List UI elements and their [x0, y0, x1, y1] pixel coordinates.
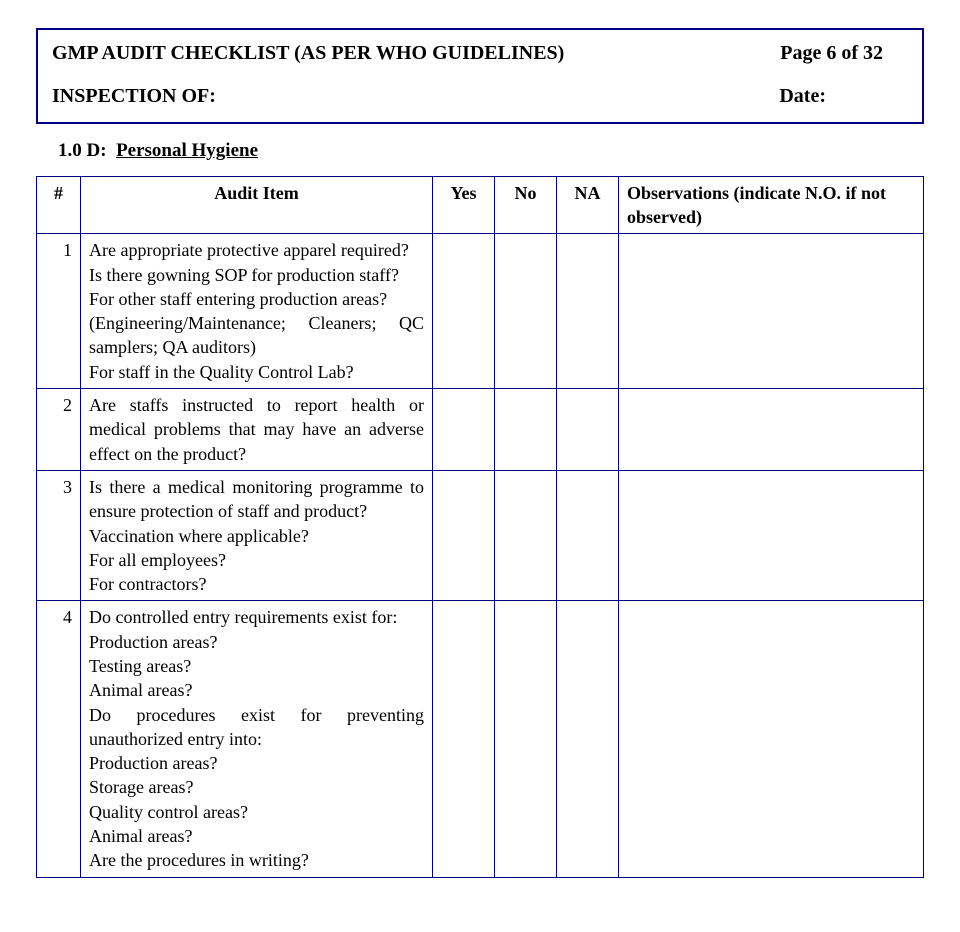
table-row: 1Are appropriate protective apparel requ…: [37, 234, 924, 389]
cell-no[interactable]: [495, 234, 557, 389]
header-row-2: INSPECTION OF: Date:: [52, 83, 908, 110]
cell-na[interactable]: [557, 601, 619, 877]
audit-item-text: Are staffs instructed to report health o…: [81, 389, 433, 471]
cell-yes[interactable]: [433, 234, 495, 389]
section-number: 1.0 D:: [58, 140, 107, 161]
cell-obs[interactable]: [619, 470, 924, 600]
section-title: 1.0 D: Personal Hygiene: [58, 138, 924, 164]
row-number: 4: [37, 601, 81, 877]
col-obs-header: Observations (indicate N.O. if not obser…: [619, 176, 924, 234]
audit-item-text: Are appropriate protective apparel requi…: [81, 234, 433, 389]
section-label: Personal Hygiene: [116, 140, 258, 161]
row-number: 2: [37, 389, 81, 471]
audit-item-text: Is there a medical monitoring programme …: [81, 470, 433, 600]
table-row: 4Do controlled entry requirements exist …: [37, 601, 924, 877]
inspection-label: INSPECTION OF:: [52, 83, 216, 110]
cell-obs[interactable]: [619, 234, 924, 389]
row-number: 1: [37, 234, 81, 389]
col-no-header: No: [495, 176, 557, 234]
cell-no[interactable]: [495, 389, 557, 471]
table-row: 3Is there a medical monitoring programme…: [37, 470, 924, 600]
table-row: 2Are staffs instructed to report health …: [37, 389, 924, 471]
col-item-header: Audit Item: [81, 176, 433, 234]
doc-title: GMP AUDIT CHECKLIST (AS PER WHO GUIDELIN…: [52, 40, 564, 67]
cell-yes[interactable]: [433, 389, 495, 471]
col-na-header: NA: [557, 176, 619, 234]
col-yes-header: Yes: [433, 176, 495, 234]
cell-no[interactable]: [495, 470, 557, 600]
cell-na[interactable]: [557, 389, 619, 471]
audit-item-text: Do controlled entry requirements exist f…: [81, 601, 433, 877]
audit-table: # Audit Item Yes No NA Observations (ind…: [36, 176, 924, 878]
page-indicator: Page 6 of 32: [780, 40, 908, 67]
date-label: Date:: [779, 83, 908, 110]
cell-no[interactable]: [495, 601, 557, 877]
cell-na[interactable]: [557, 470, 619, 600]
cell-yes[interactable]: [433, 601, 495, 877]
cell-obs[interactable]: [619, 389, 924, 471]
col-num-header: #: [37, 176, 81, 234]
header-row-1: GMP AUDIT CHECKLIST (AS PER WHO GUIDELIN…: [52, 40, 908, 67]
cell-na[interactable]: [557, 234, 619, 389]
row-number: 3: [37, 470, 81, 600]
cell-yes[interactable]: [433, 470, 495, 600]
table-header-row: # Audit Item Yes No NA Observations (ind…: [37, 176, 924, 234]
cell-obs[interactable]: [619, 601, 924, 877]
header-box: GMP AUDIT CHECKLIST (AS PER WHO GUIDELIN…: [36, 28, 924, 124]
